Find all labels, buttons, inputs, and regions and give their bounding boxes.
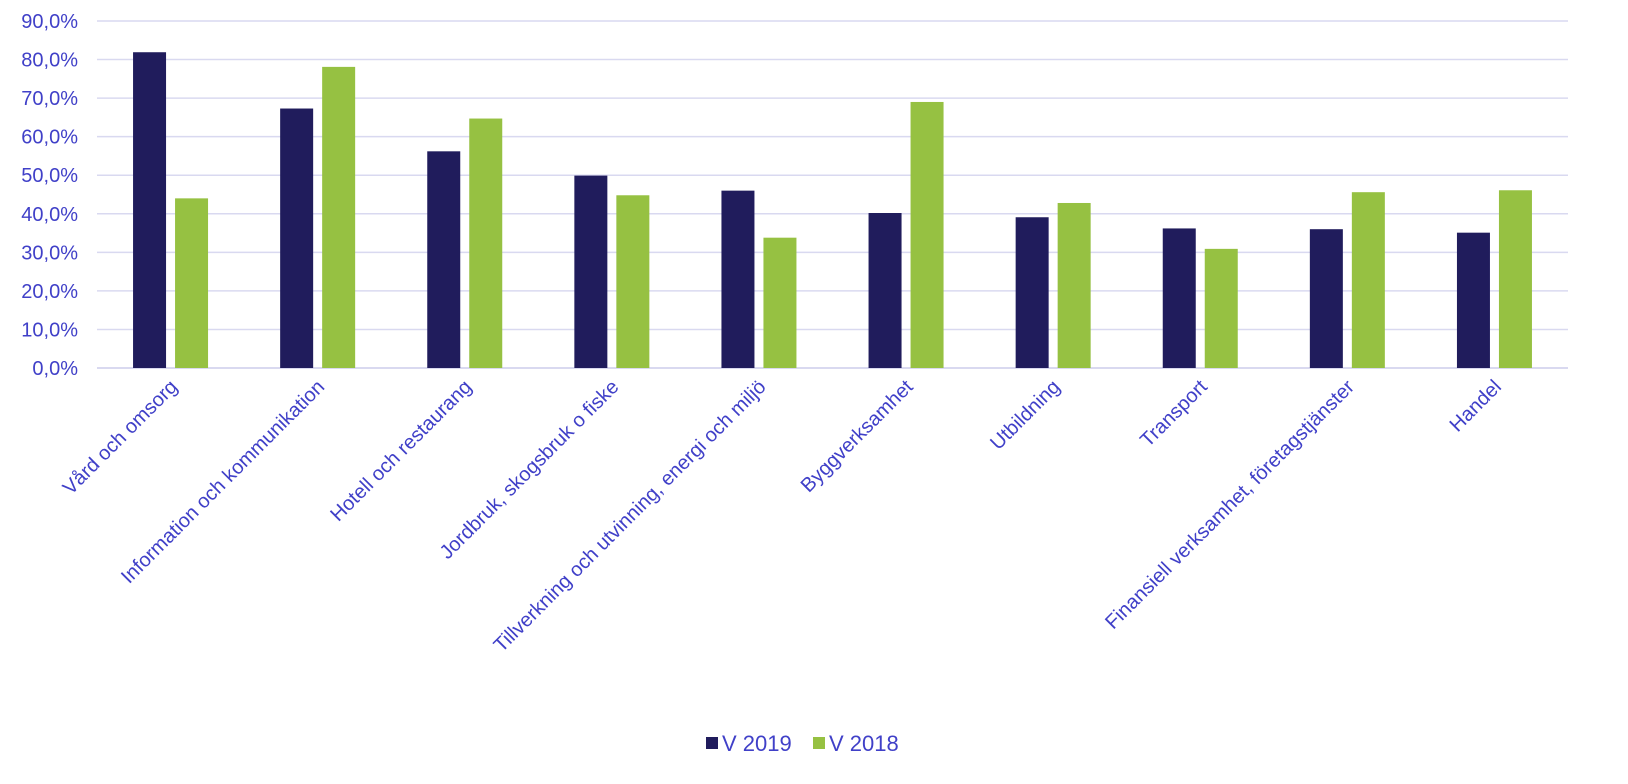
bar-v2018 bbox=[175, 198, 209, 368]
bar-v2018 bbox=[1351, 192, 1385, 368]
bar-v2018 bbox=[1498, 190, 1532, 368]
y-tick-label: 60,0% bbox=[21, 127, 78, 149]
x-category-label: Tillverkning och utvinning, energi och m… bbox=[490, 376, 771, 657]
bar-v2018 bbox=[763, 237, 797, 368]
bar-v2019 bbox=[868, 213, 902, 368]
bar-v2019 bbox=[280, 108, 314, 368]
legend-label: V 2018 bbox=[829, 731, 899, 756]
bar-v2018 bbox=[616, 195, 650, 368]
y-tick-label: 20,0% bbox=[21, 281, 78, 303]
y-tick-label: 30,0% bbox=[21, 242, 78, 264]
bar-v2019 bbox=[1015, 217, 1049, 368]
bar-v2018 bbox=[1204, 248, 1238, 368]
x-category-label: Handel bbox=[1446, 376, 1506, 436]
bars bbox=[133, 52, 1532, 369]
bar-v2019 bbox=[133, 52, 167, 368]
x-category-label: Hotell och restaurang bbox=[326, 376, 476, 526]
y-tick-label: 80,0% bbox=[21, 50, 78, 72]
bar-v2019 bbox=[1456, 232, 1490, 368]
legend-swatch bbox=[813, 737, 825, 749]
bar-v2019 bbox=[574, 175, 608, 368]
y-tick-label: 0,0% bbox=[32, 358, 78, 380]
bar-v2018 bbox=[1057, 202, 1091, 368]
legend: V 2019 V 2018 bbox=[706, 731, 899, 756]
bar-v2019 bbox=[1309, 229, 1343, 368]
y-tick-label: 10,0% bbox=[21, 319, 78, 341]
legend-swatch bbox=[706, 737, 718, 749]
y-tick-label: 90,0% bbox=[21, 11, 78, 33]
bar-v2018 bbox=[322, 66, 356, 369]
y-tick-label: 70,0% bbox=[21, 88, 78, 110]
bar-v2019 bbox=[427, 151, 461, 368]
gridlines bbox=[97, 20, 1568, 369]
x-category-label: Utbildning bbox=[986, 376, 1064, 454]
bar-v2018 bbox=[910, 101, 944, 368]
legend-label: V 2019 bbox=[722, 731, 792, 756]
y-tick-label: 50,0% bbox=[21, 165, 78, 187]
x-category-label: Transport bbox=[1136, 376, 1212, 452]
y-axis-ticks: 0,0% 10,0% 20,0% 30,0% 40,0% 50,0% 60,0% 70,0% 8… bbox=[21, 11, 78, 380]
y-tick-label: 40,0% bbox=[21, 204, 78, 226]
x-category-label: Byggverksamhet bbox=[797, 376, 918, 497]
x-category-label: Vård och omsorg bbox=[59, 376, 182, 499]
x-category-label: Finansiell verksamhet, företagstjänster bbox=[1101, 376, 1359, 634]
bar-v2018 bbox=[469, 118, 503, 368]
bar-v2019 bbox=[721, 190, 755, 368]
bar-v2019 bbox=[1162, 228, 1196, 368]
